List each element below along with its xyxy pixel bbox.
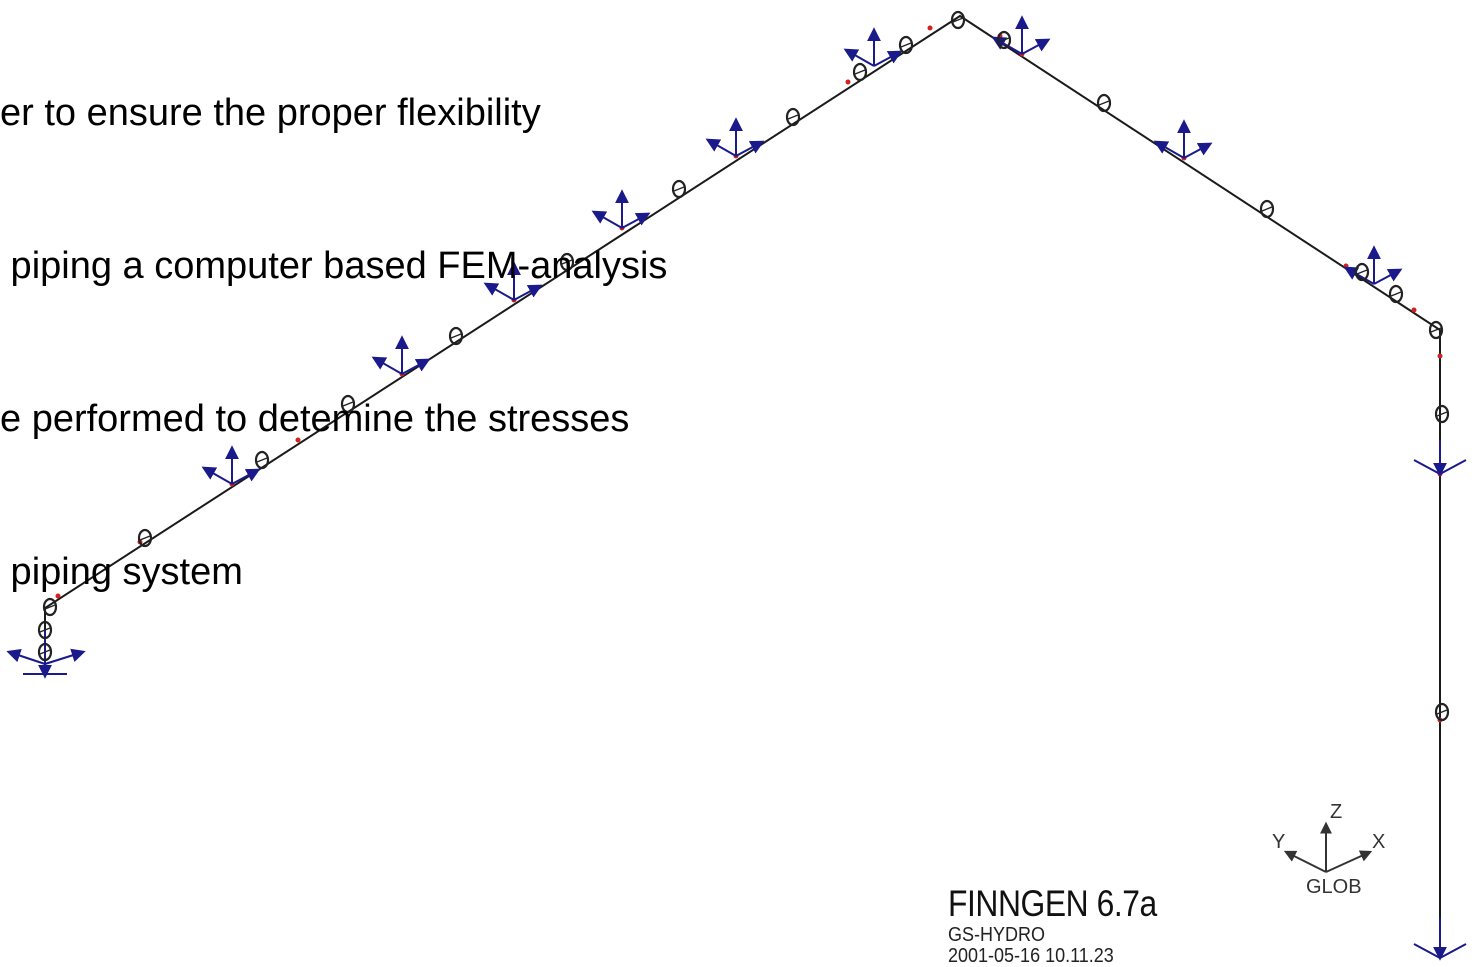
analysis-datetime: 2001-05-16 10.11.23 [948, 945, 1114, 967]
node-mark [845, 79, 851, 85]
node-symbol [448, 326, 464, 346]
node-symbol [1098, 100, 1110, 106]
node-symbol [998, 37, 1010, 43]
slide-text-line: piping system [0, 551, 243, 593]
support-arrow [1153, 140, 1185, 159]
node-symbol [450, 333, 462, 339]
node-symbol [950, 10, 966, 30]
node-symbol [1388, 284, 1404, 304]
axis-z-label: Z [1330, 801, 1342, 823]
node-symbol [37, 642, 53, 662]
support-arrow [1021, 38, 1051, 55]
node-symbol [254, 450, 270, 470]
node-symbol [1434, 404, 1450, 424]
node-symbol [852, 62, 868, 82]
support-arrow [201, 466, 233, 485]
node-symbol [342, 401, 354, 407]
node-symbol [671, 179, 687, 199]
node-symbol [37, 620, 53, 640]
node-symbol [898, 35, 914, 55]
pipe-line [44, 14, 1441, 958]
slide-body-text: er to ensure the proper flexibility pipi… [0, 0, 667, 649]
software-name: FINNGEN 6.7a [948, 883, 1157, 924]
node-symbol [900, 42, 912, 48]
node-symbol [1356, 269, 1368, 275]
support-arrow [231, 468, 261, 485]
node-mark [55, 593, 61, 599]
support-arrow [1343, 266, 1375, 285]
support-arrow [1439, 943, 1467, 959]
node-symbol [39, 627, 51, 633]
node-symbol [952, 17, 964, 23]
node-symbol [673, 186, 685, 192]
slide-text-line: piping a computer based FEM-analysis [0, 245, 668, 287]
support-arrow [873, 50, 903, 67]
support-arrow [705, 138, 737, 157]
axis-y-arrow [1283, 850, 1327, 873]
axis-y-label: Y [1272, 831, 1285, 853]
axis-x-label: X [1372, 831, 1385, 853]
node-symbol [256, 457, 268, 463]
node-symbol [1259, 199, 1275, 219]
node-symbol [44, 604, 56, 610]
support-arrow [1373, 268, 1403, 285]
slide-text-line: er to ensure the proper flexibility [0, 92, 541, 134]
axis-x-arrow [1325, 850, 1373, 873]
node-symbol [39, 649, 51, 655]
support-arrow [843, 48, 875, 67]
node-mark [1411, 307, 1417, 313]
anchor-arrow [6, 648, 46, 665]
slide-text-line: e performed to detemine the stresses [0, 398, 630, 440]
axis-glob-label: GLOB [1306, 876, 1362, 898]
node-symbol [1436, 411, 1448, 417]
support-arrow [591, 210, 623, 229]
node-symbol [1096, 93, 1112, 113]
support-arrow [513, 284, 543, 301]
node-symbol [1261, 206, 1273, 212]
node-symbol [1354, 262, 1370, 282]
node-symbol [139, 535, 151, 541]
node-symbol [1428, 320, 1444, 340]
node-symbol [1436, 709, 1448, 715]
node-symbol [1434, 702, 1450, 722]
support-arrow [401, 358, 431, 375]
support-arrow [1413, 943, 1441, 959]
node-symbol [854, 69, 866, 75]
node-symbol [561, 259, 573, 265]
node-mark [927, 25, 933, 31]
node-mark [1343, 263, 1349, 269]
node-symbols [37, 10, 1450, 722]
support-arrow [735, 140, 765, 157]
global-axes-triad: Z X Y GLOB [1272, 801, 1385, 898]
software-company: GS-HYDRO [948, 924, 1046, 946]
anchor-arrow [44, 648, 86, 665]
node-symbol [559, 252, 575, 272]
support-arrow [483, 282, 515, 301]
node-symbol [785, 107, 801, 127]
support-arrow [621, 212, 651, 229]
node-symbol [1430, 327, 1442, 333]
support-arrow [1439, 459, 1467, 475]
node-symbol [996, 30, 1012, 50]
support-arrow [1183, 142, 1213, 159]
support-arrow [1413, 459, 1441, 475]
node-symbol [787, 114, 799, 120]
node-mark [1437, 353, 1443, 359]
node-symbol [1390, 291, 1402, 297]
node-mark [295, 437, 301, 443]
node-symbol [340, 394, 356, 414]
node-symbol [137, 528, 153, 548]
support-arrow [371, 356, 403, 375]
node-symbol [42, 597, 58, 617]
